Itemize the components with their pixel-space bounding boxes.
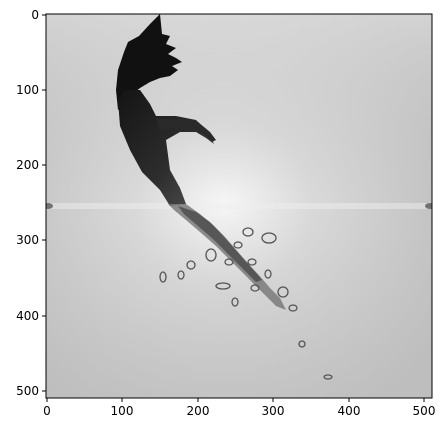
- spray-droplets: [159, 227, 333, 380]
- y-axis: 0 100 200 300 400 500: [16, 8, 46, 398]
- x-tick: 0: [43, 398, 51, 418]
- x-tick-label: 400: [338, 404, 361, 418]
- image-panel: [46, 14, 432, 398]
- y-tick: 300: [16, 233, 46, 247]
- x-tick-label: 300: [262, 404, 285, 418]
- y-tick: 100: [16, 83, 46, 97]
- y-tick-label: 0: [31, 8, 39, 22]
- axes-frame: [45, 13, 433, 399]
- y-tick-label: 300: [16, 233, 39, 247]
- figure-silhouette: [116, 14, 286, 310]
- x-tick: 400: [338, 398, 361, 418]
- x-tick-label: 200: [187, 404, 210, 418]
- x-tick: 500: [413, 398, 436, 418]
- x-tick: 100: [111, 398, 134, 418]
- y-tick: 500: [16, 384, 46, 398]
- y-tick: 0: [31, 8, 46, 22]
- y-tick-label: 200: [16, 158, 39, 172]
- x-tick: 300: [262, 398, 285, 418]
- x-tick-label: 0: [43, 404, 51, 418]
- x-tick: 200: [187, 398, 210, 418]
- y-tick: 200: [16, 158, 46, 172]
- y-tick-label: 400: [16, 309, 39, 323]
- y-tick-label: 100: [16, 83, 39, 97]
- x-axis: 0 100 200 300 400 500: [43, 398, 435, 418]
- x-tick-label: 500: [413, 404, 436, 418]
- x-tick-label: 100: [111, 404, 134, 418]
- y-tick-label: 500: [16, 384, 39, 398]
- y-tick: 400: [16, 309, 46, 323]
